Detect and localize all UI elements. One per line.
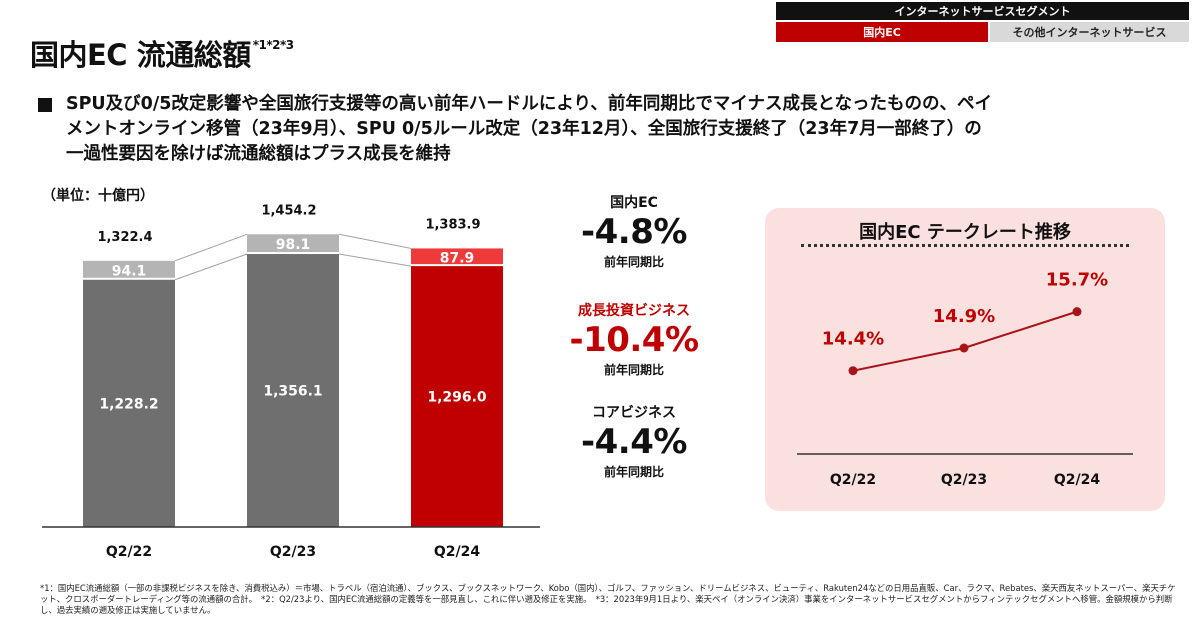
x-tick-label: Q2/24 (1054, 472, 1100, 488)
title-dotted-divider (801, 244, 1129, 247)
connector-line (338, 253, 412, 267)
take-rate-point (959, 343, 969, 353)
kpi-growth-investment: 成長投資ビジネス -10.4% 前年同期比 (560, 300, 708, 378)
connector-line (174, 233, 248, 262)
bar-total-label: 1,322.4 (97, 230, 152, 245)
bar-segment-growth (247, 234, 339, 253)
take-rate-panel: 国内EC テークレート推移 (765, 208, 1165, 511)
kpi-value: -4.8% (581, 212, 687, 252)
key-message-text: SPU及び0/5改定影響や全国旅行支援等の高い前年ハードルにより、前年同期比でマ… (66, 94, 992, 164)
kpi-name: 国内EC (610, 195, 658, 211)
x-tick-label: Q2/22 (830, 472, 876, 488)
bar-segment-growth (411, 248, 503, 265)
take-rate-value-label: 15.7% (1046, 270, 1108, 291)
gmv-bar-chart: 94.1 1,228.2 1,322.4 Q2/22 98.1 1,356.1 1,454.… (42, 203, 540, 560)
connector-line (338, 233, 412, 249)
kpi-value: -4.4% (581, 422, 687, 462)
segment-header: インターネットサービスセグメント (776, 2, 1189, 20)
bullet-square-icon (38, 98, 52, 112)
bar-label-growth: 94.1 (112, 263, 147, 279)
take-rate-value-label: 14.4% (822, 329, 884, 350)
tab-domestic-ec[interactable]: 国内EC (776, 22, 988, 42)
take-rate-value-label: 14.9% (933, 306, 995, 327)
bar-label-growth: 87.9 (440, 250, 475, 266)
bar-total-label: 1,383.9 (425, 217, 480, 232)
bar-label-core: 1,356.1 (263, 384, 322, 400)
title-footnote-marker: *1*2*3 (252, 38, 294, 52)
footnote: *1：国内EC流通総額（一部の非課税ビジネスを除き、消費税込み）＝市場、トラベル… (40, 583, 1176, 616)
bar-segment-core (83, 279, 175, 527)
tab-other-internet-services[interactable]: その他インターネットサービス (990, 22, 1189, 42)
bar-label-core: 1,228.2 (99, 396, 158, 412)
x-tick-label: Q2/22 (106, 544, 152, 560)
kpi-sub: 前年同期比 (603, 362, 664, 377)
unit-label: （単位：十億円） (42, 188, 154, 204)
take-rate-line-chart: 14.4% Q2/22 14.9% Q2/23 15.7% Q2/24 (797, 270, 1133, 488)
x-tick-label: Q2/23 (270, 544, 316, 560)
page-title: 国内EC 流通総額 *1*2*3 (30, 32, 294, 74)
key-message: SPU及び0/5改定影響や全国旅行支援等の高い前年ハードルにより、前年同期比でマ… (38, 92, 998, 167)
segment-tabs: 国内EC その他インターネットサービス (776, 22, 1189, 42)
bar-label-growth: 98.1 (276, 237, 311, 253)
kpi-core-business: コアビジネス -4.4% 前年同期比 (560, 402, 708, 480)
take-rate-title: 国内EC テークレート推移 (859, 222, 1071, 243)
bar-label-core: 1,296.0 (427, 390, 487, 406)
take-rate-point (848, 366, 858, 376)
kpi-value: -10.4% (569, 320, 699, 360)
x-tick-label: Q2/23 (941, 472, 987, 488)
bar-total-label: 1,454.2 (261, 203, 316, 218)
page-title-text: 国内EC 流通総額 (30, 38, 251, 72)
kpi-domestic-ec: 国内EC -4.8% 前年同期比 (560, 192, 708, 270)
take-rate-point (1072, 307, 1082, 317)
kpi-sub: 前年同期比 (603, 254, 664, 269)
bar-segment-growth (83, 260, 175, 278)
connector-line (174, 253, 248, 281)
bar-segment-core (247, 254, 339, 527)
kpi-sub: 前年同期比 (603, 464, 664, 479)
bar-segment-core (411, 266, 503, 527)
kpi-name: コアビジネス (592, 405, 676, 421)
x-tick-label: Q2/24 (434, 544, 480, 560)
kpi-name: 成長投資ビジネス (578, 303, 690, 319)
